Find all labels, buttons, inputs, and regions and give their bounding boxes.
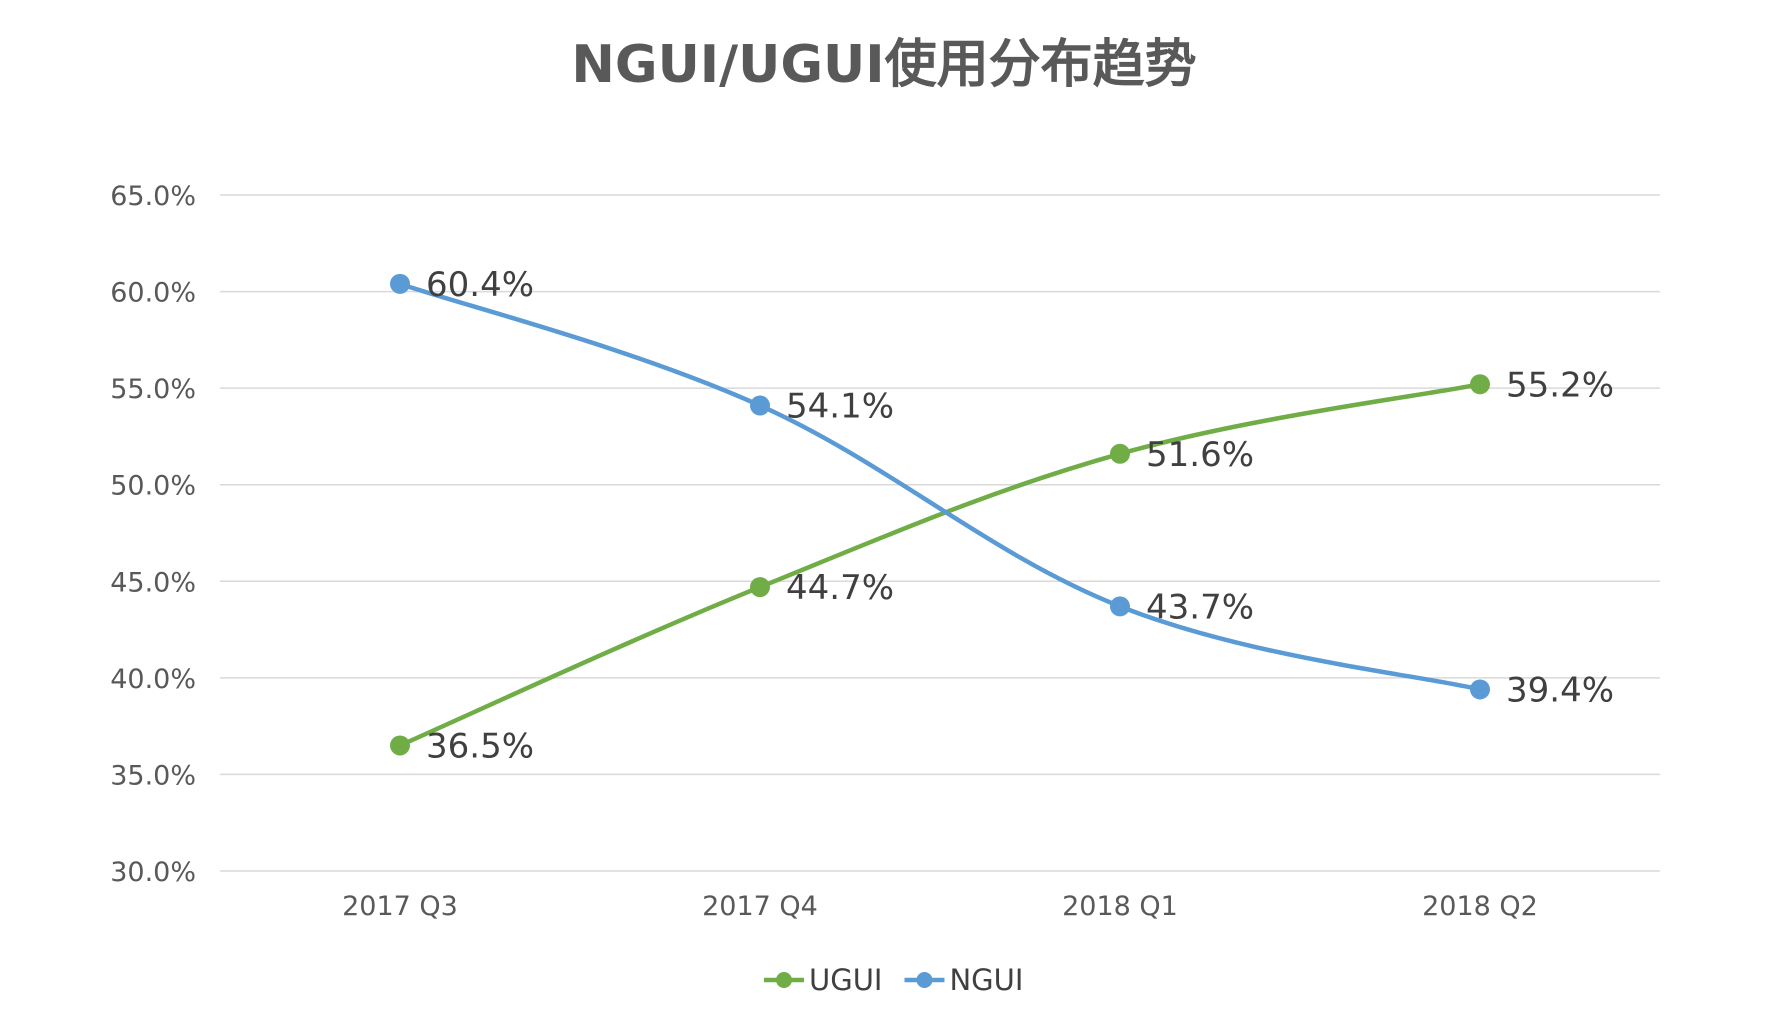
ngui-data-point	[1110, 596, 1130, 617]
x-tick-label: 2018 Q1	[1062, 891, 1178, 922]
y-tick-label: 50.0%	[110, 471, 196, 502]
y-tick-label: 45.0%	[110, 567, 196, 598]
ugui-data-point	[750, 577, 770, 598]
x-tick-label: 2017 Q4	[702, 891, 818, 922]
ngui-legend-label: NGUI	[949, 963, 1023, 997]
y-tick-label: 40.0%	[110, 664, 196, 695]
ugui-data-point	[390, 735, 410, 756]
ugui-data-point	[1110, 443, 1130, 464]
ngui-series-line	[397, 281, 1483, 692]
ugui-data-point	[1470, 374, 1490, 395]
y-tick-label: 35.0%	[110, 760, 196, 791]
ugui-data-label: 55.2%	[1506, 365, 1614, 405]
ngui-data-label: 60.4%	[426, 265, 534, 305]
y-tick-label: 55.0%	[110, 374, 196, 405]
y-axis-ticks: 30.0% 35.0% 40.0% 45.0% 50.0% 55.0% 60.0% 65.0%	[110, 181, 196, 888]
data-labels: 36.5% 44.7% 51.6% 55.2% 60.4% 54.1% 43.7% 39.4%	[426, 265, 1614, 767]
legend: UGUI NGUI	[764, 963, 1023, 997]
chart-title: NGUI/UGUI使用分布趋势	[571, 35, 1197, 95]
y-tick-label: 30.0%	[110, 857, 196, 888]
ugui-legend-marker	[776, 972, 792, 988]
x-axis-ticks: 2017 Q3 2017 Q4 2018 Q1 2018 Q2	[342, 891, 1538, 922]
ugui-data-label: 36.5%	[426, 726, 534, 766]
ngui-data-label: 54.1%	[786, 387, 894, 427]
ugui-data-label: 44.7%	[786, 568, 894, 608]
ugui-legend-label: UGUI	[809, 963, 882, 997]
x-tick-label: 2018 Q2	[1422, 891, 1538, 922]
ugui-series-line	[397, 382, 1483, 748]
y-tick-label: 65.0%	[110, 181, 196, 212]
ugui-data-label: 51.6%	[1146, 435, 1254, 475]
ngui-data-label: 39.4%	[1506, 670, 1614, 710]
ngui-legend-marker	[916, 972, 933, 988]
ngui-data-point	[750, 395, 770, 416]
x-tick-label: 2017 Q3	[342, 891, 458, 922]
gridlines	[220, 194, 1660, 872]
ngui-data-point	[1470, 679, 1490, 700]
series-lines	[390, 273, 1490, 756]
ngui-data-label: 43.7%	[1146, 587, 1254, 627]
ngui-data-point	[390, 273, 410, 294]
y-tick-label: 60.0%	[110, 278, 196, 309]
